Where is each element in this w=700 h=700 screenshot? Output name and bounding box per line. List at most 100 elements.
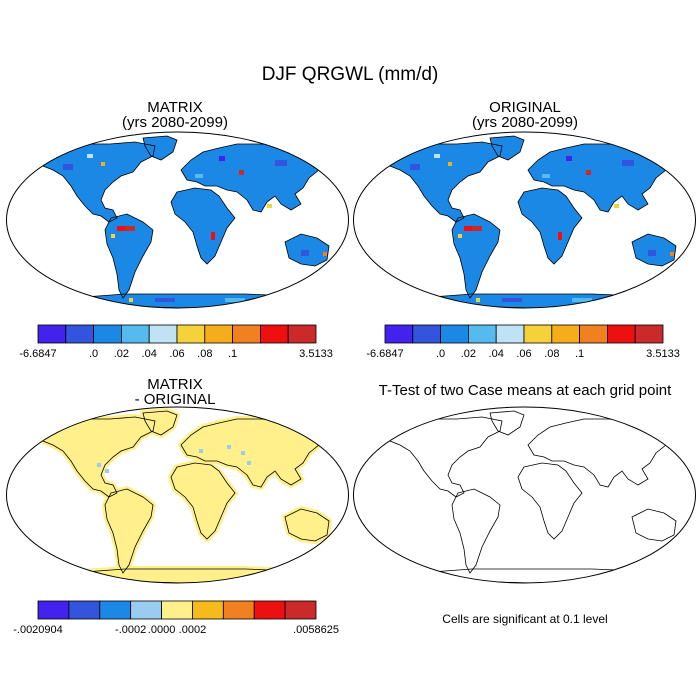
colorbar-box bbox=[606, 324, 636, 344]
grid-cell bbox=[87, 154, 93, 158]
land-fill-north-america bbox=[35, 142, 155, 222]
grid-cell bbox=[219, 156, 225, 161]
grid-cell bbox=[63, 164, 73, 170]
colorbar-box bbox=[130, 600, 162, 620]
colorbar-diff: -.0020904 -.0002.0000.0002 .0058625 bbox=[13, 600, 339, 643]
grid-cell bbox=[301, 250, 309, 256]
coastline-africa bbox=[170, 187, 236, 265]
colorbar-boxes bbox=[384, 324, 664, 344]
land-fill-greenland bbox=[143, 136, 177, 160]
colorbar-box bbox=[440, 324, 469, 344]
colorbar-original: -6.6847 .0 .02 .04 .06 .08 .1 3.5133 bbox=[366, 324, 680, 367]
colorbar-box bbox=[222, 600, 255, 620]
map-matrix bbox=[6, 131, 349, 309]
colorbar-box bbox=[68, 600, 101, 620]
grid-cell bbox=[410, 164, 420, 170]
colorbar-box bbox=[148, 324, 178, 344]
coastline-south-america bbox=[451, 488, 501, 574]
colorbar-label: .0058625 bbox=[293, 624, 339, 636]
grid-cell bbox=[239, 170, 244, 175]
coastline-australia bbox=[631, 233, 677, 267]
colorbar-box bbox=[93, 324, 122, 344]
land-fill-africa bbox=[518, 188, 582, 264]
coastline-eurasia bbox=[527, 418, 683, 488]
panel-title-diff: MATRIX - ORIGINAL bbox=[40, 377, 310, 407]
land-fill-antarctica bbox=[418, 294, 652, 308]
grid-cell bbox=[472, 226, 482, 231]
colorbar-label: .1 bbox=[228, 348, 238, 360]
grid-cell bbox=[267, 204, 272, 208]
colorbar-box bbox=[99, 600, 132, 620]
land-fill-africa bbox=[171, 188, 235, 264]
land-fill-africa bbox=[168, 460, 238, 542]
land-fill-antarctica bbox=[71, 294, 305, 308]
coastline-south-america bbox=[104, 213, 154, 299]
colorbar-box bbox=[259, 324, 289, 344]
colorbar-label: -.0020904 bbox=[13, 624, 63, 636]
coastline-australia bbox=[284, 233, 330, 267]
panel-title-original: ORIGINAL (yrs 2080-2099) bbox=[390, 100, 660, 130]
map-original bbox=[353, 131, 696, 309]
significance-footnote: Cells are significant at 0.1 level bbox=[442, 612, 608, 626]
colorbar-label: .08 bbox=[197, 348, 213, 360]
grid-cell bbox=[572, 298, 592, 302]
colorbar-box bbox=[121, 324, 150, 344]
coastline-north-america bbox=[34, 416, 156, 498]
colorbar-label: .04 bbox=[141, 348, 157, 360]
colorbar-label: 3.5133 bbox=[646, 348, 680, 360]
panel-title-line1: MATRIX bbox=[147, 99, 203, 116]
grid-cell bbox=[622, 160, 634, 166]
grid-cell bbox=[434, 154, 440, 158]
colorbar-box bbox=[579, 324, 608, 344]
grid-cell bbox=[227, 445, 231, 449]
colorbar-label: .0 bbox=[436, 348, 446, 360]
colorbar-box bbox=[192, 600, 224, 620]
grid-cell bbox=[241, 451, 245, 455]
coastline-antarctica bbox=[417, 568, 654, 583]
colorbar-label: .06 bbox=[516, 348, 532, 360]
panel-title-line2: - ORIGINAL bbox=[134, 391, 216, 408]
colorbar-label: .06 bbox=[169, 348, 185, 360]
colorbar-boxes bbox=[37, 600, 317, 620]
coastline-greenland bbox=[142, 410, 178, 436]
colorbar-label: .04 bbox=[488, 348, 504, 360]
grid-cell bbox=[670, 252, 674, 256]
map-diff bbox=[6, 406, 349, 584]
coastline-australia bbox=[284, 508, 330, 542]
colorbar-label: 3.5133 bbox=[299, 348, 333, 360]
grid-cell bbox=[211, 232, 215, 240]
coastline-australia bbox=[631, 508, 677, 542]
colorbar-box bbox=[412, 324, 441, 344]
colorbar-label: .0002 bbox=[178, 624, 207, 636]
grid-cell bbox=[129, 298, 133, 302]
coastline-north-america bbox=[381, 416, 503, 498]
panel-title-line2: (yrs 2080-2099) bbox=[472, 114, 578, 131]
land-fill-greenland bbox=[140, 408, 180, 438]
land-fill-north-america bbox=[32, 414, 158, 500]
colorbar-label: .1 bbox=[575, 348, 585, 360]
colorbar-box bbox=[37, 600, 70, 620]
grid-cell bbox=[542, 174, 550, 178]
colorbar-label: .02 bbox=[113, 348, 130, 360]
coastline-greenland bbox=[489, 135, 525, 161]
grid-cell bbox=[458, 234, 462, 238]
coastline-north-america bbox=[34, 141, 156, 223]
coastline-africa bbox=[517, 187, 583, 265]
map-border bbox=[6, 406, 349, 584]
colorbar-box bbox=[37, 324, 67, 344]
colorbar-box bbox=[551, 324, 581, 344]
colorbar-box bbox=[634, 324, 664, 344]
grid-cell bbox=[101, 162, 105, 166]
colorbar-label: -6.6847 bbox=[366, 348, 404, 360]
coastline-greenland bbox=[142, 135, 178, 161]
land-fill-north-america bbox=[382, 142, 502, 222]
map-border bbox=[353, 406, 696, 584]
grid-cell bbox=[464, 226, 472, 231]
map-ttest bbox=[353, 406, 696, 584]
colorbar-box bbox=[284, 600, 317, 620]
grid-cell bbox=[117, 226, 125, 231]
grid-cell bbox=[323, 252, 327, 256]
map-border bbox=[353, 131, 696, 309]
colorbar-label: -6.6847 bbox=[19, 348, 57, 360]
grid-cell bbox=[199, 449, 203, 453]
